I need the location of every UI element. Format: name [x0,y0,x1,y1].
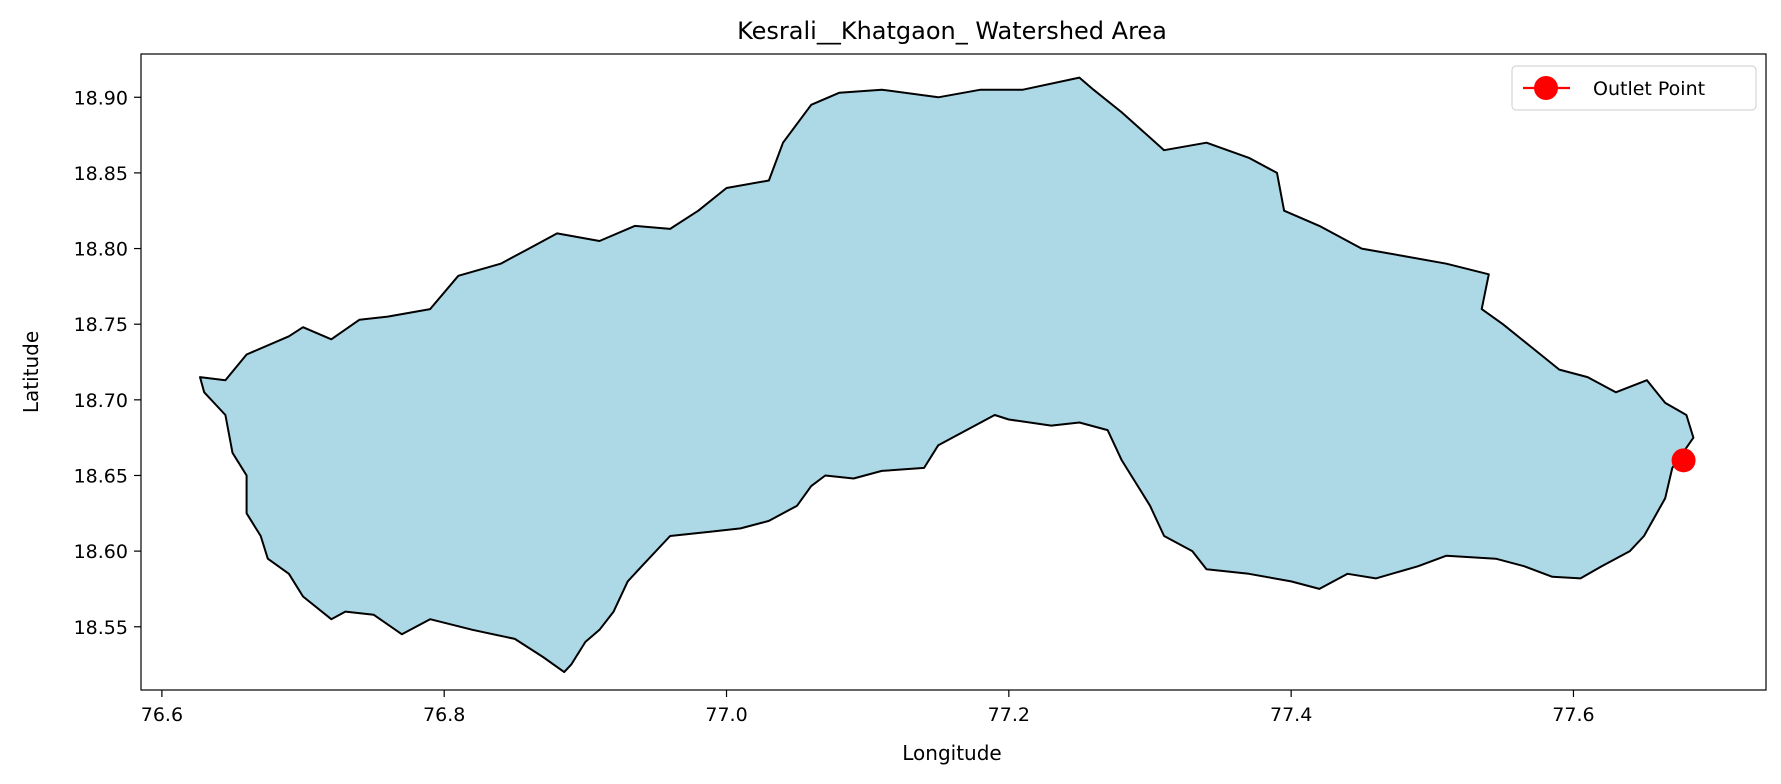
x-tick-label: 76.6 [141,704,183,726]
outlet-point-marker [1671,448,1696,473]
y-tick-label: 18.60 [74,541,128,563]
y-axis-label: Latitude [19,331,43,413]
axes-frame [140,53,1767,691]
legend: Outlet Point [1511,65,1757,111]
x-tick-label: 76.8 [423,704,465,726]
plot-area [140,53,1767,691]
y-tick-label: 18.75 [74,314,128,336]
y-tick-label: 18.70 [74,390,128,412]
y-tick-label: 18.55 [74,617,128,639]
y-tick-label: 18.65 [74,465,128,487]
y-tick-label: 18.80 [74,239,128,261]
legend-label-outlet-point: Outlet Point [1593,78,1705,100]
chart-title: Kesrali__Khatgaon_ Watershed Area [737,17,1167,45]
x-tick-label: 77.2 [988,704,1030,726]
x-tick-label: 77.6 [1552,704,1594,726]
y-tick-label: 18.90 [74,87,128,109]
x-tick-label: 77.4 [1270,704,1312,726]
watershed-polygon [199,76,1695,674]
y-tick-label: 18.85 [74,163,128,185]
x-axis-label: Longitude [902,741,1001,765]
x-tick-label: 77.0 [705,704,747,726]
legend-box [1511,65,1757,111]
x-axis-ticks: 76.6 76.8 77.0 77.2 77.4 77.6 [141,690,1595,726]
y-axis-ticks: 18.55 18.60 18.65 18.70 18.75 18.80 18.85 18.90 [74,87,141,639]
legend-marker-sample [1534,76,1558,100]
